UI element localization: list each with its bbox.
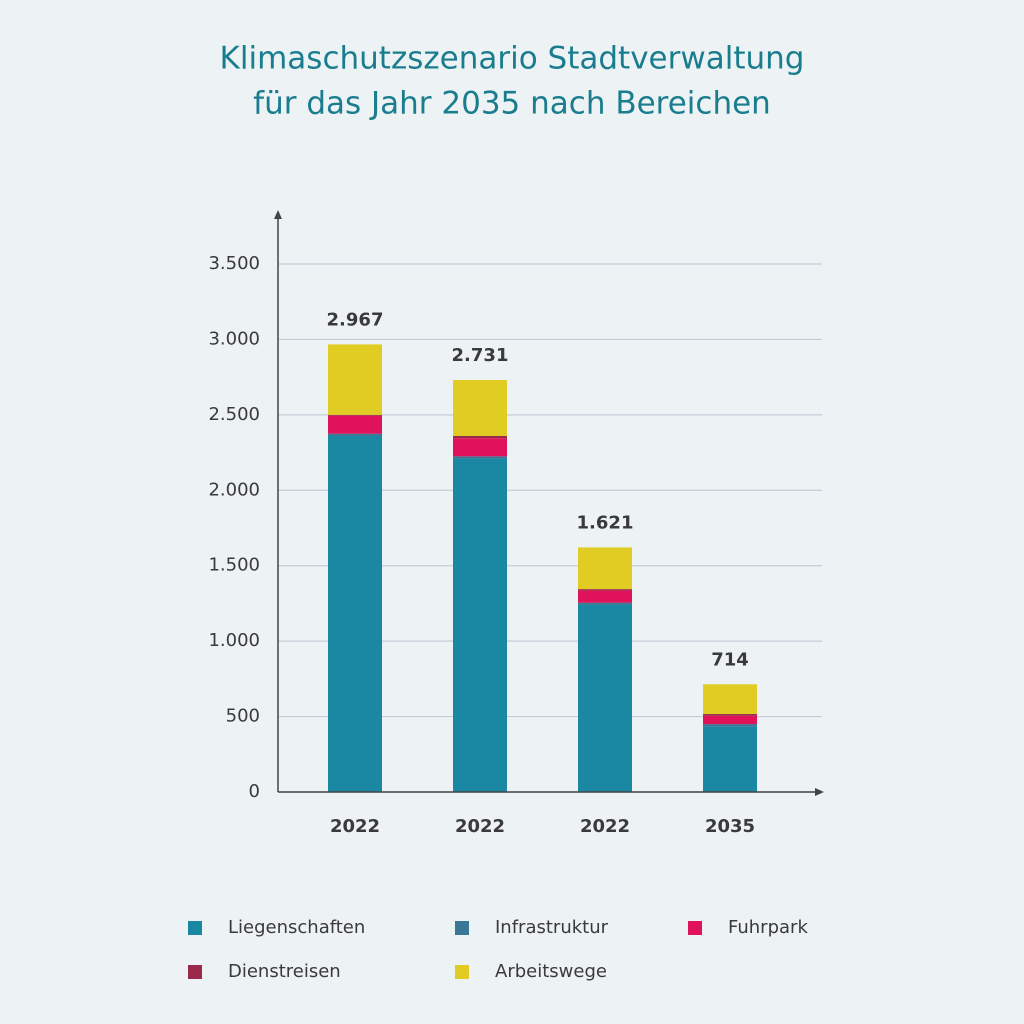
- bar-segment: [328, 414, 382, 416]
- legend-label: Liegenschaften: [228, 917, 365, 938]
- bar-segment: [328, 435, 382, 792]
- bars: [328, 344, 757, 792]
- total-label: 2.731: [452, 345, 509, 366]
- legend-swatch: [188, 965, 202, 979]
- legend-label: Infrastruktur: [495, 917, 609, 938]
- total-label: 1.621: [577, 512, 634, 533]
- y-axis-arrow: [274, 210, 282, 219]
- x-axis-arrow: [815, 788, 824, 796]
- bar-segment: [328, 415, 382, 434]
- bar-segment: [703, 726, 757, 792]
- bar-segment: [703, 715, 757, 725]
- bar-segment: [453, 435, 507, 439]
- y-tick-label: 0: [249, 781, 260, 802]
- bar-segment: [453, 380, 507, 436]
- bar-segment: [328, 344, 382, 415]
- chart-title: Klimaschutzszenario Stadtverwaltung: [220, 41, 805, 77]
- bar-segment: [453, 456, 507, 459]
- x-tick-label: 2022: [330, 816, 380, 837]
- y-tick-label: 2.500: [208, 404, 260, 425]
- bar-segment: [578, 590, 632, 603]
- bar-segment: [578, 602, 632, 605]
- x-tick-label: 2035: [705, 816, 755, 837]
- y-tick-label: 2.000: [208, 479, 260, 500]
- y-tick-label: 3.500: [208, 253, 260, 274]
- bar-segment: [703, 684, 757, 715]
- legend-label: Fuhrpark: [728, 917, 808, 938]
- bar-segment: [578, 589, 632, 591]
- legend-label: Dienstreisen: [228, 961, 341, 982]
- legend-label: Arbeitswege: [495, 961, 607, 982]
- bar-segment: [703, 714, 757, 716]
- x-tick-label: 2022: [455, 816, 505, 837]
- bar-segment: [703, 724, 757, 727]
- chart-title: für das Jahr 2035 nach Bereichen: [253, 86, 771, 122]
- bar-segment: [328, 433, 382, 436]
- bar-segment: [578, 604, 632, 792]
- legend-swatch: [688, 921, 702, 935]
- y-tick-label: 500: [226, 706, 260, 727]
- bar-segment: [578, 547, 632, 590]
- x-tick-label: 2022: [580, 816, 630, 837]
- legend-swatch: [455, 921, 469, 935]
- legend-swatch: [188, 921, 202, 935]
- legend-swatch: [455, 965, 469, 979]
- y-tick-label: 3.000: [208, 328, 260, 349]
- total-label: 714: [711, 649, 749, 670]
- bar-segment: [453, 438, 507, 457]
- bar-segment: [453, 458, 507, 792]
- y-tick-label: 1.000: [208, 630, 260, 651]
- total-label: 2.967: [327, 309, 384, 330]
- y-tick-label: 1.500: [208, 555, 260, 576]
